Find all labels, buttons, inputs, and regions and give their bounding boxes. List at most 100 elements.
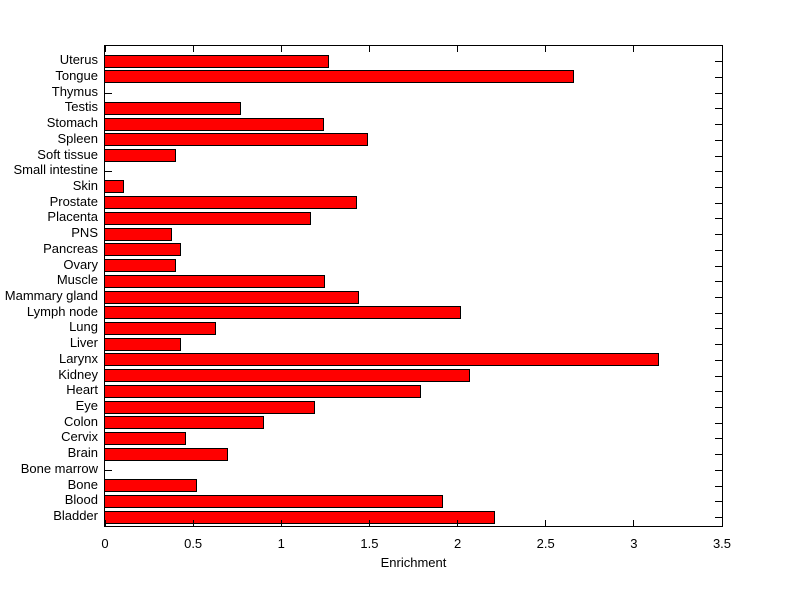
x-tick-top <box>457 46 459 52</box>
y-tick-left <box>105 93 112 94</box>
x-tick-bottom <box>192 520 194 526</box>
y-category-label-lymph-node: Lymph node <box>26 303 98 319</box>
y-tick-right <box>715 407 722 408</box>
y-tick-right <box>715 234 722 235</box>
y-tick-right <box>715 360 722 361</box>
y-category-label-bone: Bone <box>67 476 98 492</box>
y-category-label-cervix: Cervix <box>61 429 98 445</box>
bar-lymph-node <box>105 306 462 320</box>
y-category-label-thymus: Thymus <box>51 83 98 99</box>
y-tick-right <box>715 501 722 502</box>
y-category-label-bone-marrow: Bone marrow <box>20 460 98 476</box>
y-category-label-tongue: Tongue <box>55 67 98 83</box>
y-category-label-small-intestine: Small intestine <box>13 162 98 178</box>
x-tick-bottom <box>457 520 459 526</box>
y-tick-right <box>715 250 722 251</box>
y-tick-right <box>715 266 722 267</box>
y-tick-right <box>715 281 722 282</box>
bar-mammary-gland <box>105 290 359 304</box>
y-tick-right <box>715 391 722 392</box>
y-tick-right <box>715 156 722 157</box>
bar-stomach <box>105 117 324 131</box>
bar-brain <box>105 447 229 461</box>
plot-area <box>104 45 723 527</box>
x-tick-bottom <box>280 520 282 526</box>
y-category-label-bladder: Bladder <box>53 508 98 524</box>
y-tick-right <box>715 61 722 62</box>
x-tick-bottom <box>104 520 106 526</box>
bar-kidney <box>105 369 470 383</box>
y-category-label-heart: Heart <box>66 382 98 398</box>
bar-prostate <box>105 196 358 210</box>
bar-placenta <box>105 211 312 225</box>
y-tick-right <box>715 108 722 109</box>
bar-bone <box>105 479 197 493</box>
x-tick-label-0: 0 <box>101 536 109 551</box>
x-tick-top <box>192 46 194 52</box>
x-tick-top <box>633 46 635 52</box>
y-category-label-stomach: Stomach <box>46 115 98 131</box>
bar-tongue <box>105 70 574 84</box>
bar-lung <box>105 321 217 335</box>
x-tick-label-3: 3 <box>630 536 638 551</box>
x-tick-bottom <box>545 520 547 526</box>
y-tick-right <box>715 470 722 471</box>
y-tick-right <box>715 124 722 125</box>
y-category-label-larynx: Larynx <box>58 350 98 366</box>
x-tick-top <box>545 46 547 52</box>
bar-spleen <box>105 133 368 147</box>
y-category-label-spleen: Spleen <box>57 130 98 146</box>
y-tick-right <box>715 93 722 94</box>
y-category-label-lung: Lung <box>69 319 98 335</box>
y-category-label-kidney: Kidney <box>58 366 98 382</box>
bar-muscle <box>105 274 326 288</box>
x-axis-label: Enrichment <box>380 555 447 570</box>
y-category-label-blood: Blood <box>64 492 98 508</box>
y-tick-right <box>715 77 722 78</box>
bar-larynx <box>105 353 659 367</box>
y-category-label-ovary: Ovary <box>63 256 98 272</box>
y-category-label-brain: Brain <box>67 445 98 461</box>
bar-skin <box>105 180 125 194</box>
y-category-label-uterus: Uterus <box>59 52 98 68</box>
y-tick-right <box>715 376 722 377</box>
y-category-label-pns: PNS <box>71 225 98 241</box>
x-tick-bottom <box>721 520 723 526</box>
x-tick-label-3.5: 3.5 <box>712 536 732 551</box>
bar-pancreas <box>105 243 181 257</box>
bar-testis <box>105 101 241 115</box>
bar-bladder <box>105 510 495 524</box>
y-tick-right <box>715 486 722 487</box>
y-category-label-pancreas: Pancreas <box>43 240 98 256</box>
y-category-label-eye: Eye <box>75 398 98 414</box>
y-tick-right <box>715 328 722 329</box>
x-tick-top <box>368 46 370 52</box>
y-tick-right <box>715 171 722 172</box>
y-tick-right <box>715 438 722 439</box>
x-tick-top <box>280 46 282 52</box>
x-tick-label-1.5: 1.5 <box>360 536 379 551</box>
y-category-label-skin: Skin <box>72 177 98 193</box>
y-category-label-prostate: Prostate <box>49 193 98 209</box>
bar-cervix <box>105 431 187 445</box>
y-category-label-placenta: Placenta <box>47 209 98 225</box>
bar-soft-tissue <box>105 149 176 163</box>
bar-ovary <box>105 259 176 273</box>
y-tick-right <box>715 344 722 345</box>
bar-blood <box>105 494 444 508</box>
y-category-label-testis: Testis <box>64 99 98 115</box>
y-category-label-liver: Liver <box>69 335 98 351</box>
y-tick-right <box>715 203 722 204</box>
x-tick-label-2: 2 <box>453 536 462 551</box>
y-category-label-muscle: Muscle <box>56 272 98 288</box>
y-category-label-soft-tissue: Soft tissue <box>37 146 98 162</box>
bar-liver <box>105 337 181 351</box>
y-tick-left <box>105 171 112 172</box>
bar-pns <box>105 227 172 241</box>
y-tick-right <box>715 313 722 314</box>
x-tick-bottom <box>633 520 635 526</box>
y-tick-right <box>715 218 722 219</box>
x-tick-label-1: 1 <box>277 536 285 551</box>
x-tick-top <box>104 46 106 52</box>
